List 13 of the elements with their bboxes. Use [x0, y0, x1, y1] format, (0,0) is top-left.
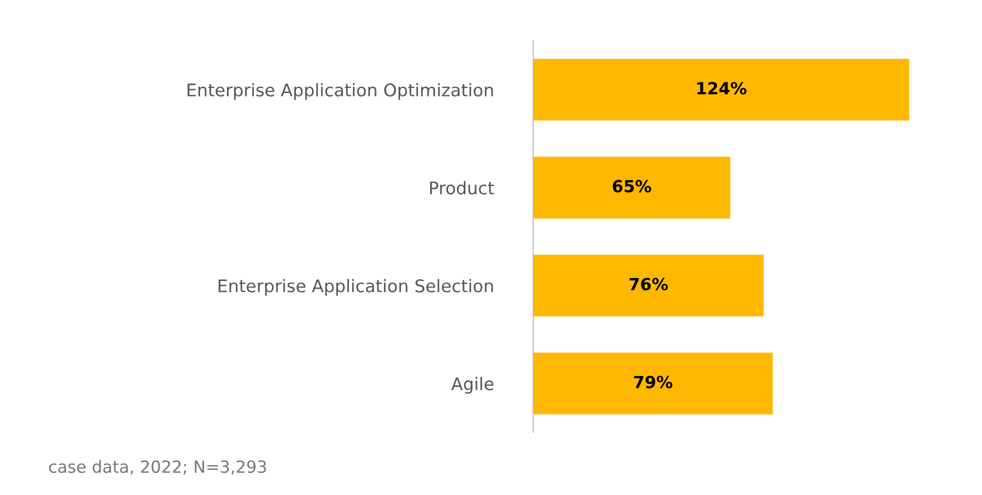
y-tick-label: Product	[430, 181, 494, 194]
text: case data, 2022; N=3,293	[49, 460, 266, 475]
data-label: 76%	[630, 278, 668, 290]
y-tick-label: Enterprise Application Optimization	[188, 83, 493, 100]
data-label: 124%	[697, 82, 746, 95]
bar	[533, 156, 730, 218]
y-tick-label: Enterprise Application Selection	[218, 278, 493, 296]
bar	[533, 58, 910, 121]
data-label: 79%	[634, 376, 672, 388]
y-tick-label: Agile	[451, 376, 494, 394]
data-label: 65%	[612, 180, 652, 192]
bar	[533, 352, 773, 414]
bar	[533, 254, 764, 316]
